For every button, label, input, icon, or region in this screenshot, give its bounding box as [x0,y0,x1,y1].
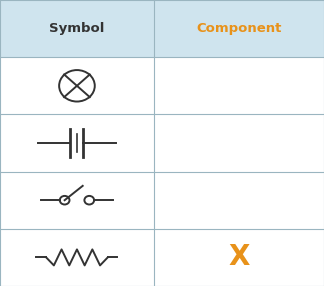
Bar [154,0,324,57]
Bar [154,229,324,286]
Bar [0,0,154,57]
Text: X: X [228,243,249,271]
Bar [0,57,154,114]
Text: Component: Component [196,22,282,35]
Bar [0,229,154,286]
Bar [154,114,324,172]
Bar [0,172,154,229]
Bar [0,114,154,172]
Bar [154,172,324,229]
Text: Symbol: Symbol [49,22,105,35]
Bar [154,57,324,114]
